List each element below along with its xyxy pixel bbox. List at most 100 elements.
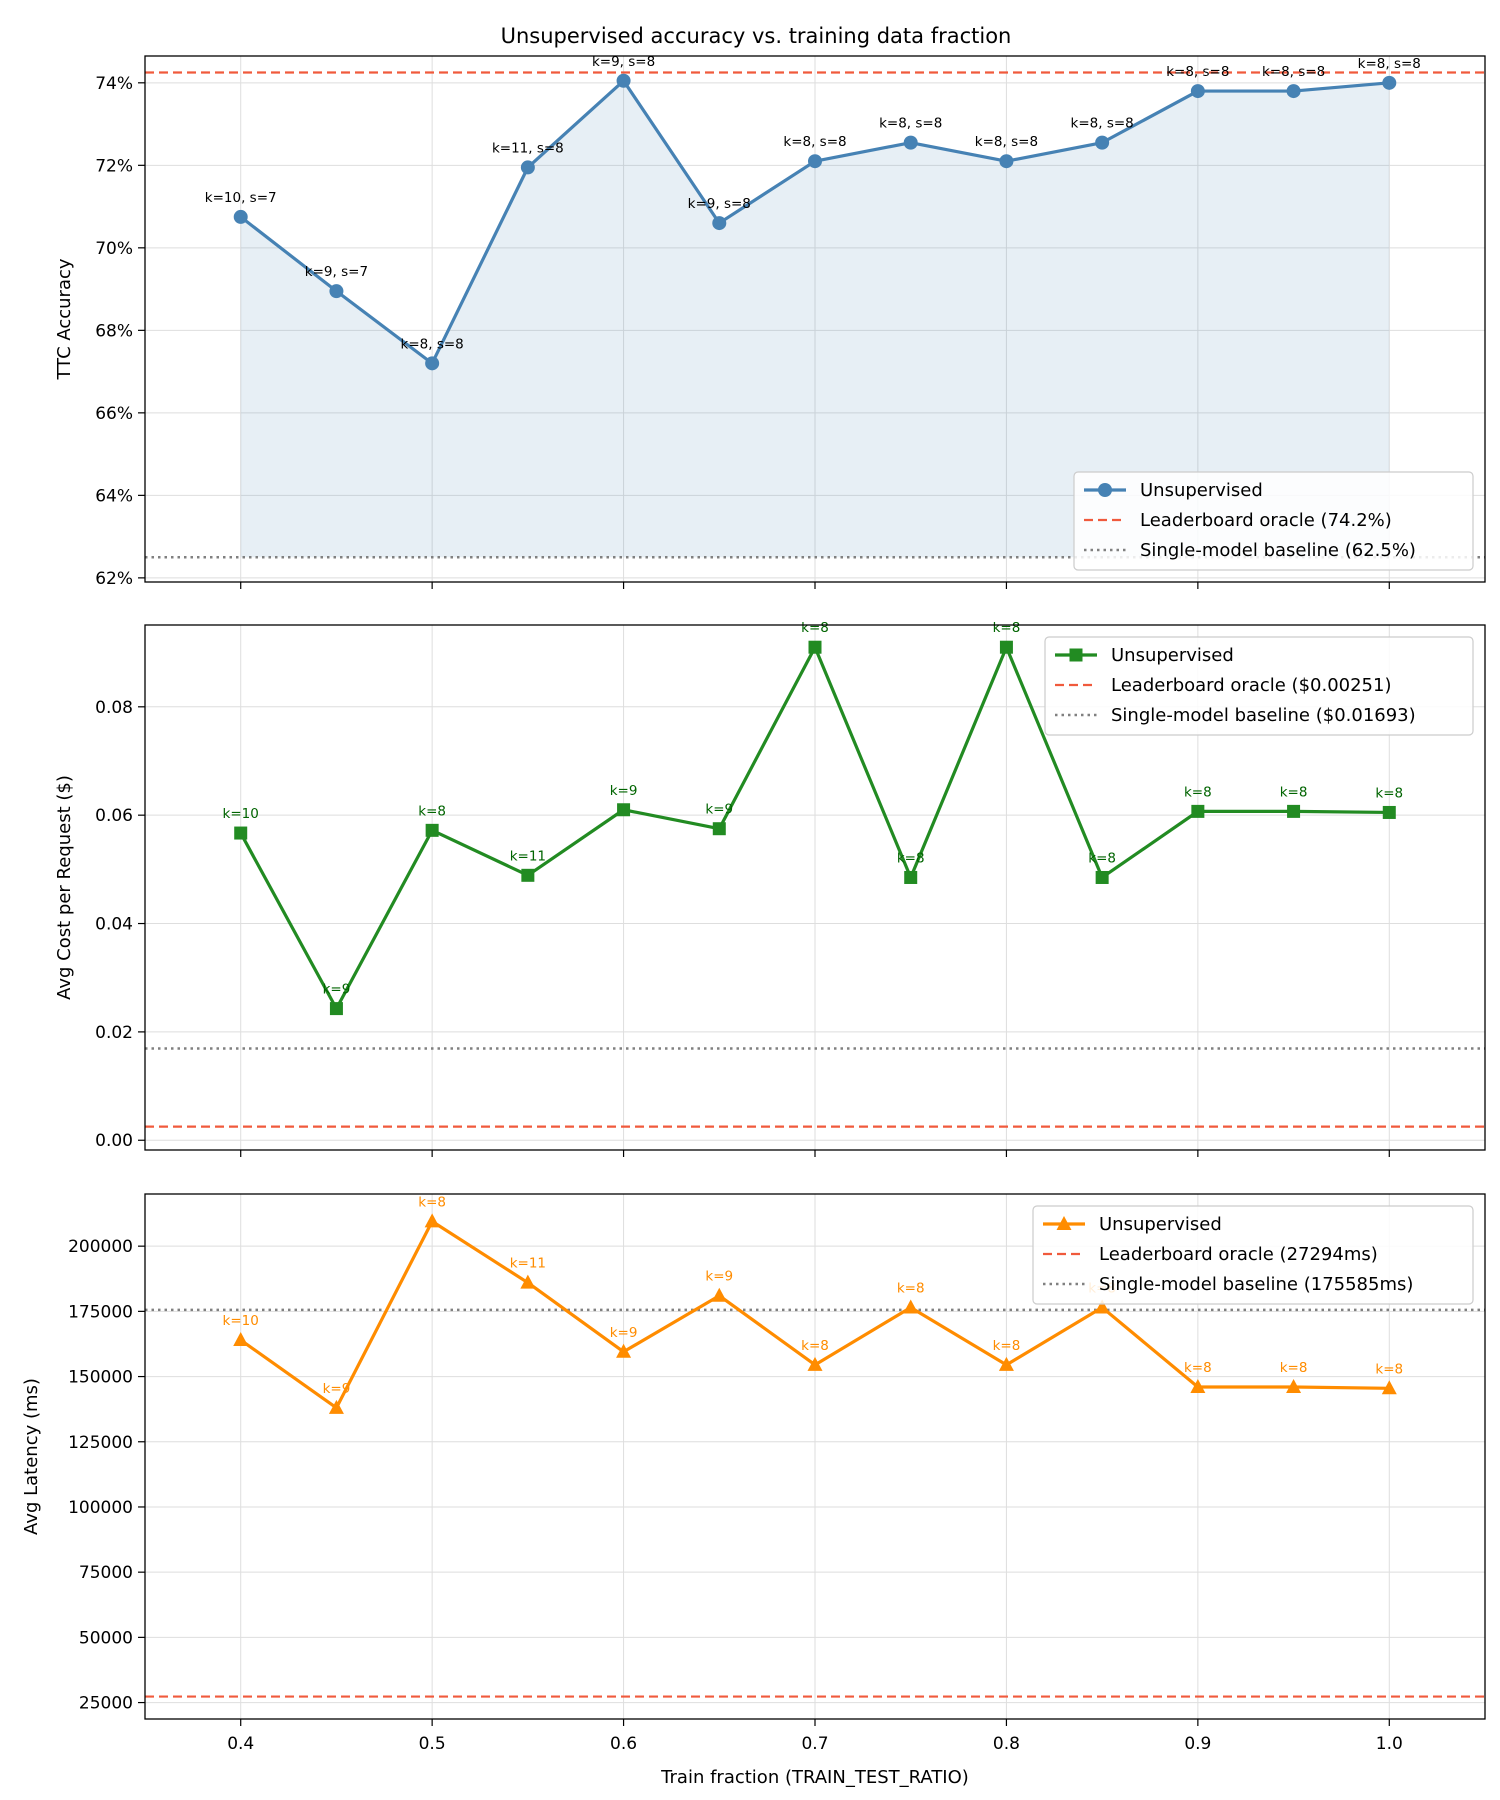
data-label: k=9, s=8 — [688, 196, 751, 212]
y-tick-label: 100000 — [68, 1498, 133, 1518]
data-label: k=9 — [705, 802, 733, 818]
data-label: k=11 — [510, 1256, 546, 1272]
data-point — [425, 823, 439, 837]
data-label: k=8, s=8 — [879, 116, 942, 132]
data-label: k=8 — [1375, 1361, 1403, 1377]
data-label: k=11 — [510, 848, 546, 864]
data-label: k=8, s=8 — [975, 134, 1038, 150]
y-tick-label: 0.02 — [95, 1023, 133, 1043]
data-point — [808, 154, 822, 169]
data-label: k=10, s=7 — [205, 190, 277, 206]
data-label: k=8 — [1184, 1360, 1212, 1376]
data-label: k=8 — [993, 620, 1021, 636]
data-point — [904, 870, 918, 884]
legend-label-oracle: Leaderboard oracle (74.2%) — [1140, 510, 1392, 531]
data-label: k=8 — [1375, 785, 1403, 801]
data-point — [233, 1332, 249, 1347]
x-axis-label: Train fraction (TRAIN_TEST_RATIO) — [660, 1767, 969, 1788]
y-tick-label: 0.00 — [95, 1131, 133, 1151]
data-label: k=9 — [323, 982, 351, 998]
data-point — [616, 73, 631, 88]
data-point — [1095, 870, 1109, 884]
data-label: k=8 — [1280, 1360, 1308, 1376]
data-point — [712, 216, 727, 231]
data-label: k=8, s=8 — [1358, 56, 1421, 72]
data-label: k=9, s=8 — [592, 54, 655, 70]
legend-label-series: Unsupervised — [1111, 645, 1234, 666]
data-label: k=10 — [223, 1313, 259, 1329]
data-point — [903, 1299, 919, 1314]
data-point — [1382, 805, 1396, 819]
data-point — [329, 1002, 343, 1016]
data-point — [1095, 135, 1110, 150]
y-tick-label: 200000 — [68, 1237, 133, 1257]
x-tick-label: 0.4 — [227, 1734, 254, 1754]
legend-box — [1044, 636, 1474, 736]
y-tick-label: 72% — [95, 156, 133, 176]
legend-box — [1032, 1205, 1474, 1305]
data-label: k=9, s=7 — [305, 264, 368, 280]
data-point — [329, 284, 344, 299]
data-point — [1094, 1299, 1110, 1314]
data-label: k=8 — [993, 1338, 1021, 1354]
legend-label-series: Unsupervised — [1099, 1214, 1222, 1235]
y-axis-label: Avg Cost per Request ($) — [54, 775, 75, 1000]
data-point — [233, 209, 248, 224]
data-point — [1190, 1378, 1206, 1393]
y-tick-label: 75000 — [79, 1563, 133, 1583]
panels: k=10, s=7 k=9, s=7 k=8, s=8 k=11, s=8 k=9, s… — [21, 54, 1486, 1754]
data-label: k=8 — [1280, 784, 1308, 800]
data-point — [998, 1356, 1014, 1371]
y-tick-label: 50000 — [79, 1628, 133, 1648]
data-point — [1287, 804, 1301, 818]
data-point — [521, 868, 535, 882]
legend: Unsupervised Leaderboard oracle (74.2%) Si… — [1073, 471, 1474, 571]
y-tick-label: 66% — [95, 404, 133, 424]
data-label: k=8, s=8 — [401, 336, 464, 352]
legend-label-oracle: Leaderboard oracle ($0.00251) — [1111, 675, 1392, 696]
data-label: k=9 — [610, 1325, 638, 1341]
data-point — [520, 160, 535, 175]
data-point — [712, 822, 726, 836]
legend-box — [1073, 471, 1474, 571]
panel-1: k=10, s=7 k=9, s=7 k=8, s=8 k=11, s=8 k=9, s… — [54, 54, 1486, 589]
legend-label-baseline: Single-model baseline ($0.01693) — [1111, 705, 1416, 726]
data-label: k=9 — [323, 1381, 351, 1397]
y-tick-label: 150000 — [68, 1368, 133, 1388]
panel-2: k=10 k=9 k=8 k=11 k=9 k=9 k=8 k=8 k=8 k=8 k=8 k=8 k=… — [54, 620, 1486, 1157]
panel-3: k=10k=9k=8k=11k=9k=9k=8k=8k=8k=8k=8k=8k=… — [21, 1193, 1486, 1754]
data-point — [617, 803, 631, 817]
y-tick-label: 62% — [95, 569, 133, 589]
y-tick-label: 0.04 — [95, 915, 133, 935]
data-label: k=8 — [897, 1280, 925, 1296]
legend: Unsupervised Leaderboard oracle (27294ms)… — [1032, 1205, 1474, 1305]
legend-label-oracle: Leaderboard oracle (27294ms) — [1099, 1244, 1378, 1265]
y-tick-label: 25000 — [79, 1694, 133, 1714]
y-tick-label: 74% — [95, 74, 133, 94]
data-label: k=11, s=8 — [492, 140, 564, 156]
data-label: k=8 — [897, 850, 925, 866]
series-fill-area — [240, 80, 1390, 558]
legend-label-baseline: Single-model baseline (62.5%) — [1140, 540, 1416, 561]
y-axis-label: Avg Latency (ms) — [21, 1378, 42, 1535]
y-tick-label: 68% — [95, 321, 133, 341]
data-label: k=8 — [418, 1194, 446, 1210]
x-tick-label: 1.0 — [1376, 1734, 1403, 1754]
data-point — [616, 1343, 632, 1358]
data-label: k=9 — [705, 1269, 733, 1285]
y-tick-label: 175000 — [68, 1302, 133, 1322]
x-tick-label: 0.8 — [993, 1734, 1020, 1754]
data-label: k=8 — [418, 803, 446, 819]
data-label: k=10 — [223, 806, 259, 822]
x-tick-label: 0.6 — [610, 1734, 637, 1754]
y-tick-label: 0.08 — [95, 698, 133, 718]
legend-marker — [1069, 648, 1083, 662]
data-point — [1286, 84, 1301, 99]
data-label: k=8, s=8 — [783, 134, 846, 150]
data-label: k=8 — [1088, 850, 1116, 866]
data-point — [999, 640, 1013, 654]
data-point — [807, 1356, 823, 1371]
x-tick-label: 0.9 — [1184, 1734, 1211, 1754]
data-label: k=8, s=8 — [1071, 116, 1134, 132]
